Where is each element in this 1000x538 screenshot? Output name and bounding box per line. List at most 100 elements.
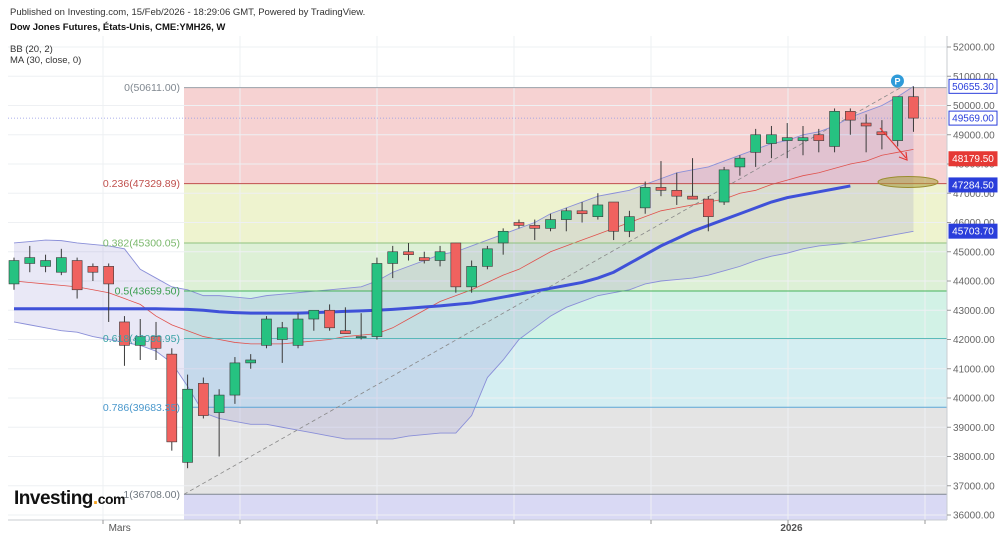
fibonacci-labels: 0(50611.00) 0.236(47329.89) 0.382(45300.05…	[103, 82, 180, 501]
price-tag-box	[948, 177, 998, 193]
candle-body	[703, 198, 714, 217]
candle	[340, 307, 351, 334]
candle-body	[466, 266, 477, 288]
candle-body	[860, 122, 872, 127]
candle-body	[8, 260, 20, 285]
candle-body	[529, 225, 541, 229]
publish-info: Published on Investing.com, 15/Feb/2026 …	[10, 7, 366, 18]
logo-dot: .	[92, 488, 98, 509]
candle-body	[513, 222, 525, 226]
bb-lower-line	[13, 230, 914, 440]
candle	[40, 254, 51, 273]
time-axis-label: Mars	[109, 523, 131, 534]
candle-body	[576, 210, 588, 215]
candle-body	[624, 216, 635, 232]
candle	[655, 161, 667, 197]
candle	[734, 155, 746, 176]
price-tag-label: 49569.00	[952, 114, 994, 125]
candle	[71, 257, 83, 299]
price-axis-label: 40000.00	[953, 394, 995, 405]
price-axis-label: 37000.00	[953, 481, 995, 492]
candle-body	[434, 251, 446, 261]
candle-body	[671, 190, 683, 197]
fib-zone	[184, 407, 947, 495]
price-tag: 48179.50	[948, 151, 998, 167]
candle-body	[182, 388, 193, 463]
fib-zone	[184, 338, 947, 408]
candle	[529, 219, 541, 241]
candle-body	[560, 210, 572, 220]
candle	[450, 242, 462, 293]
candle	[418, 251, 430, 264]
price-axis-label: 51000.00	[953, 72, 995, 83]
annotations: P	[877, 74, 939, 188]
candle	[355, 313, 367, 340]
candle-body	[797, 137, 809, 141]
price-tag: 45703.70	[948, 223, 998, 239]
candle-body	[718, 169, 730, 203]
candle-body	[781, 137, 793, 141]
indicator-ma[interactable]: MA (30, close, 0)	[10, 55, 82, 66]
candle-body	[355, 336, 367, 339]
candle	[624, 210, 635, 238]
candle	[876, 120, 888, 150]
candle-body	[134, 336, 146, 346]
candle-body	[308, 309, 320, 320]
candle	[166, 348, 178, 451]
price-tag-box	[948, 151, 998, 167]
candle-body	[845, 111, 856, 121]
candle	[245, 354, 256, 369]
candle-body	[766, 134, 777, 144]
bb-upper-line	[13, 85, 914, 300]
candle-body	[639, 187, 651, 209]
candle	[592, 193, 604, 220]
fibonacci-levels	[184, 87, 947, 495]
candle-body	[324, 309, 335, 329]
candle-body	[40, 260, 51, 267]
candle-body	[418, 257, 430, 261]
candle	[403, 242, 414, 261]
candle	[639, 181, 651, 214]
candle-body	[608, 201, 619, 232]
time-axis[interactable]: Mars 2026	[8, 519, 947, 534]
candle	[845, 108, 856, 135]
candle-body	[119, 321, 130, 346]
candle	[608, 201, 619, 241]
candle-body	[545, 219, 556, 229]
candle-body	[592, 204, 604, 217]
price-axis-label: 39000.00	[953, 423, 995, 434]
price-axis-label: 42000.00	[953, 335, 995, 346]
candle	[324, 304, 335, 331]
logo-text: Investing	[14, 488, 93, 509]
candle	[766, 125, 777, 159]
candle-body	[150, 336, 162, 349]
candlesticks[interactable]	[8, 86, 919, 469]
candle-body	[245, 359, 256, 364]
candle-body	[56, 257, 67, 273]
price-axis-label: 47000.00	[953, 189, 995, 200]
candle	[119, 316, 130, 366]
price-axis-label: 52000.00	[953, 43, 995, 54]
price-tag-label: 50655.30	[952, 82, 994, 93]
candle	[8, 257, 20, 290]
price-axis[interactable]: 36000.00 37000.00 38000.00 39000.00 40000.00…	[946, 36, 995, 522]
ma30-line	[14, 184, 851, 315]
price-tag-label: 47284.50	[952, 180, 994, 191]
candle-body	[371, 263, 383, 337]
candle-body	[908, 96, 919, 119]
pivot-marker	[890, 74, 904, 88]
candle	[671, 172, 683, 205]
candle	[545, 213, 556, 232]
candle-body	[292, 318, 304, 346]
fib-anchor-line	[183, 87, 901, 495]
candle	[276, 321, 288, 363]
candle	[860, 114, 872, 153]
candle-body	[450, 242, 462, 288]
candle-body	[876, 131, 888, 136]
indicator-bb[interactable]: BB (20, 2)	[10, 44, 53, 55]
candle	[892, 96, 903, 147]
pivot-marker-label: P	[894, 77, 900, 87]
bollinger-bands	[13, 85, 914, 440]
price-axis-label: 45000.00	[953, 247, 995, 258]
